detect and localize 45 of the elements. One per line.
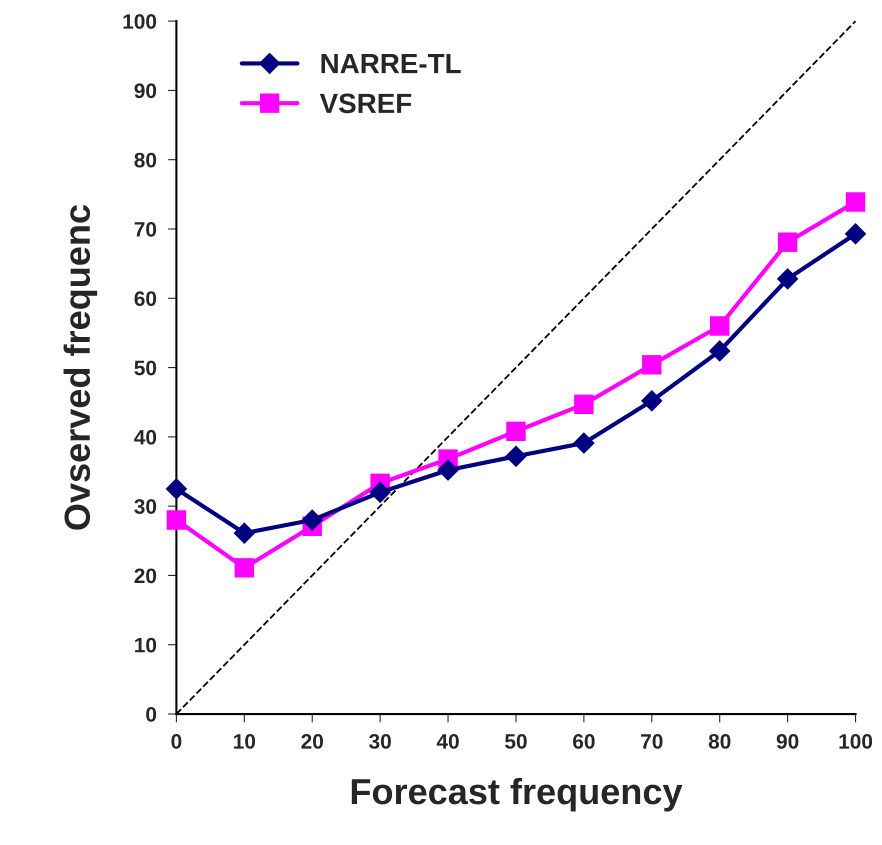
point	[234, 522, 255, 544]
x-tick-label: 70	[641, 734, 663, 749]
point	[642, 355, 662, 375]
point	[438, 460, 459, 481]
x-tick-label: 80	[708, 734, 730, 749]
x-tick-label: 10	[234, 734, 256, 749]
point	[166, 478, 187, 500]
y-tick-label: 0	[146, 707, 156, 722]
y-tick-label: 100	[124, 14, 156, 29]
x-tick-label: 0	[171, 734, 182, 749]
point	[574, 394, 594, 414]
y-tick-label: 10	[135, 638, 156, 652]
y-tick-label: 90	[134, 83, 156, 98]
point	[234, 558, 254, 578]
y-tick-label: 30	[134, 499, 156, 514]
legend-label: NARRE-TL	[321, 54, 461, 74]
y-axis-title: Ovserved frequenc	[64, 205, 98, 530]
x-tick-label: 40	[436, 734, 459, 749]
point	[710, 316, 730, 336]
point	[778, 232, 798, 252]
legend-label: VSREF	[320, 94, 412, 114]
y-tick-label: 70	[134, 222, 156, 237]
point	[370, 482, 391, 503]
y-tick-label: 50	[134, 360, 156, 376]
point	[709, 340, 730, 362]
point	[505, 446, 526, 467]
point	[641, 390, 662, 412]
point	[845, 223, 866, 244]
x-tick-label: 100	[839, 734, 872, 749]
y-tick-label: 80	[134, 152, 156, 168]
x-tick-label: 50	[505, 734, 527, 749]
x-tick-label: 60	[573, 734, 595, 749]
point	[573, 432, 594, 454]
y-tick-label: 40	[134, 430, 156, 445]
y-tick-label: 60	[134, 291, 156, 306]
point	[302, 509, 323, 531]
y-tick-label: 20	[134, 568, 156, 584]
point	[506, 422, 526, 442]
x-axis-title: Forecast frequency	[352, 778, 682, 812]
x-tick-label: 30	[369, 734, 391, 749]
point	[166, 510, 186, 530]
point	[777, 268, 798, 290]
x-tick-label: 20	[301, 734, 323, 749]
point	[846, 192, 866, 212]
x-tick-label: 90	[776, 734, 798, 749]
